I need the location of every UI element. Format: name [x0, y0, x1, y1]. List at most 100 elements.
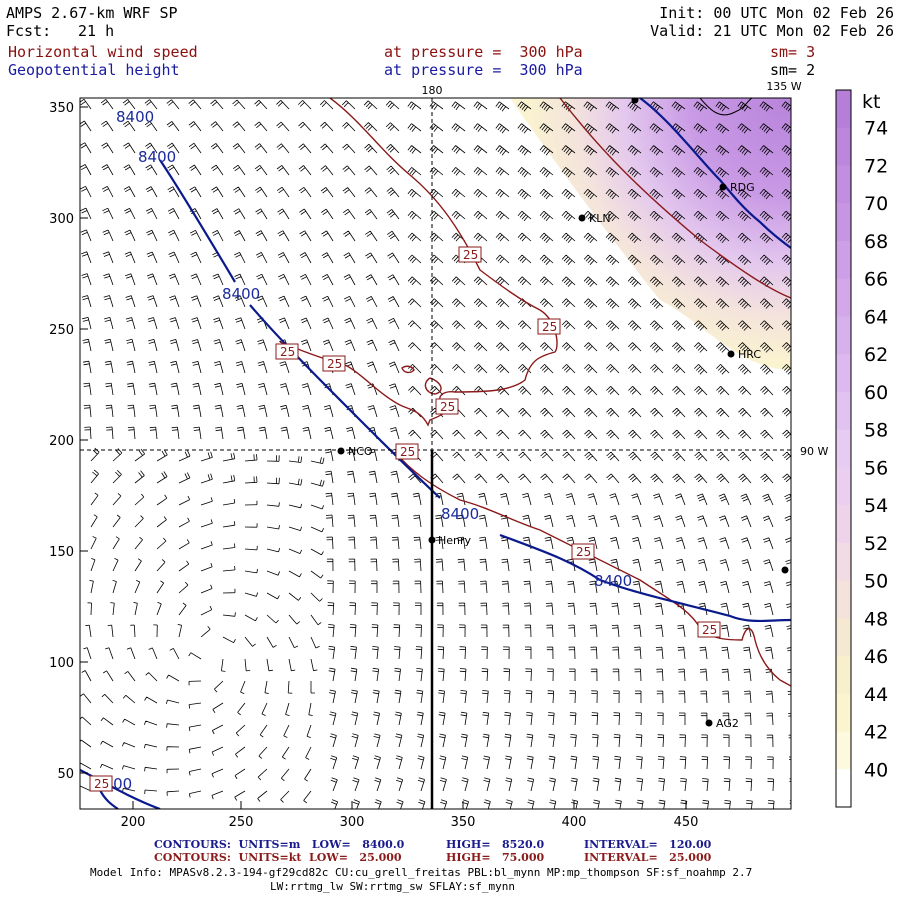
footer-model-info: Model Info: MPASv8.2.3-194-gf29cd82c CU:…: [90, 866, 753, 879]
colorbar-unit: kt: [862, 91, 880, 113]
colorbar-swatch: [836, 240, 851, 280]
colorbar-label: 40: [864, 759, 888, 781]
plot-frame: [79, 97, 792, 810]
speed-contour-line: [401, 365, 415, 374]
speed-contour-line: [559, 98, 791, 299]
colorbar-swatch: [836, 429, 851, 468]
x-tick-label: 250: [229, 815, 254, 830]
height-contour-line: [639, 98, 791, 249]
colorbar-label: 42: [864, 722, 888, 744]
colorbar-swatch: [836, 127, 851, 166]
colorbar-swatch: [836, 656, 851, 695]
colorbar-label: 60: [864, 382, 888, 404]
y-tick-label: 250: [49, 323, 74, 338]
colorbar: kt 74 72 70 68 66 64 62 60 58 56 54 52 50 48 46 44 42 40: [835, 89, 888, 808]
colorbar-label: 70: [864, 193, 888, 215]
field-wind-speed: Horizontal wind speed: [8, 43, 198, 61]
lon-90w-label: 90 W: [800, 445, 828, 458]
speed-label: 25: [435, 398, 459, 415]
colorbar-swatch: [836, 165, 851, 204]
axis-ticks: [80, 106, 687, 809]
colorbar-swatch: [836, 618, 851, 657]
smoothing-wind: sm= 3: [770, 43, 816, 61]
colorbar-label: 68: [864, 231, 888, 253]
speed-contour-line: [394, 451, 791, 687]
station-dot: [705, 719, 713, 727]
y-tick-label: 300: [49, 212, 74, 227]
speed-label: 25: [89, 775, 113, 792]
colorbar-label: 58: [864, 420, 888, 442]
height-contour-line: [499, 533, 791, 623]
station-dot: [781, 566, 789, 574]
y-tick-label: 200: [49, 434, 74, 449]
colorbar-label: 50: [864, 571, 888, 593]
svg-text:25: 25: [702, 623, 717, 637]
height-label: 8400: [116, 108, 154, 126]
svg-text:25: 25: [280, 345, 295, 359]
colorbar-swatch: [836, 391, 851, 431]
x-tick-label: 300: [340, 815, 365, 830]
height-contour-line: [249, 304, 441, 499]
lon-180-label: 180: [422, 84, 443, 97]
colorbar-label: 52: [864, 533, 888, 555]
speed-label: 25: [458, 246, 482, 263]
colorbar-swatch: [836, 278, 851, 317]
colorbar-swatch: [836, 769, 851, 808]
station-dot: [719, 183, 727, 191]
station-dot: [337, 447, 345, 455]
svg-text:25: 25: [327, 357, 342, 371]
speed-label: 25: [697, 621, 721, 638]
level-height: at pressure = 300 hPa: [384, 61, 583, 79]
colorbar-label: 64: [864, 306, 888, 328]
y-tick-label: 350: [49, 101, 74, 116]
svg-text:25: 25: [463, 248, 478, 262]
colorbar-swatch: [836, 542, 851, 582]
footer-height-interval: INTERVAL= 120.00: [584, 838, 712, 851]
x-tick-label: 400: [562, 815, 587, 830]
footer-height-info: CONTOURS: UNITS=m LOW= 8400.0: [154, 838, 405, 851]
colorbar-label: 74: [864, 118, 888, 140]
station-dot: [727, 350, 735, 358]
colorbar-label: 72: [864, 155, 888, 177]
svg-text:25: 25: [400, 445, 415, 459]
stations: RDG KLN HRC NCO Henry AG2: [337, 98, 789, 730]
y-tick-label: 100: [49, 656, 74, 671]
level-wind: at pressure = 300 hPa: [384, 43, 583, 61]
forecast-label: Fcst:: [6, 22, 52, 40]
colorbar-label: 62: [864, 344, 888, 366]
footer-model-info-2: LW:rrtmg_lw SW:rrtmg_sw SFLAY:sf_mynn: [270, 880, 516, 893]
station-label: RDG: [730, 181, 755, 194]
y-tick-label: 50: [57, 767, 74, 782]
station-label: HRC: [738, 348, 761, 361]
station-dot: [631, 98, 639, 104]
colorbar-label: 54: [864, 495, 888, 517]
coastline: [699, 98, 753, 116]
colorbar-swatch: [836, 316, 851, 355]
speed-label: 25: [275, 343, 299, 360]
colorbar-swatches: [836, 90, 851, 808]
station-dot: [428, 536, 436, 544]
wind-map: RDG KLN HRC NCO Henry AG2 8400 8400 8400…: [49, 80, 888, 830]
colorbar-swatch: [836, 354, 851, 393]
forecast-hour: 21 h: [78, 22, 115, 40]
speed-label: 25: [395, 443, 419, 460]
speed-contour-line: [279, 98, 558, 427]
colorbar-swatch: [836, 505, 851, 544]
wind-barbs: [80, 98, 791, 809]
svg-text:25: 25: [542, 320, 557, 334]
colorbar-labels: 74 72 70 68 66 64 62 60 58 56 54 52 50 48 46 44 42 40: [864, 118, 888, 782]
height-contour-line: [159, 159, 236, 283]
colorbar-swatch: [836, 467, 851, 506]
height-contours: [80, 98, 791, 809]
colorbar-frame: [835, 89, 852, 808]
init-time: Init: 00 UTC Mon 02 Feb 26: [659, 4, 894, 22]
footer-height-high: HIGH= 8520.0: [446, 838, 545, 851]
svg-text:25: 25: [440, 400, 455, 414]
x-tick-label: 350: [451, 815, 476, 830]
speed-labels: 25 25 25 25 25 25: [89, 246, 721, 792]
station-dot: [578, 214, 586, 222]
height-labels: 8400 8400 8400 8400 8400 8400: [94, 108, 632, 793]
speed-contour-line: [424, 377, 442, 395]
svg-text:25: 25: [576, 545, 591, 559]
height-label: 8400: [441, 505, 479, 523]
